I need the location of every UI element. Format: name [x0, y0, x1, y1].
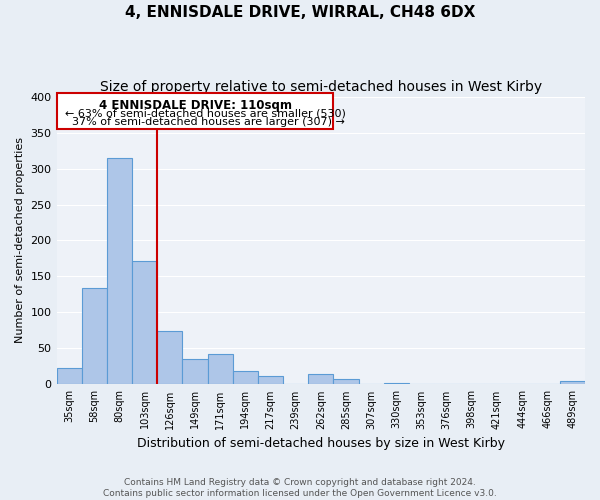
Bar: [334, 380, 359, 384]
Bar: [560, 381, 585, 384]
Bar: [308, 374, 334, 384]
Text: Contains HM Land Registry data © Crown copyright and database right 2024.
Contai: Contains HM Land Registry data © Crown c…: [103, 478, 497, 498]
Bar: [208, 354, 233, 384]
Y-axis label: Number of semi-detached properties: Number of semi-detached properties: [15, 138, 25, 344]
Bar: [258, 376, 283, 384]
Text: 37% of semi-detached houses are larger (307) →: 37% of semi-detached houses are larger (…: [65, 118, 344, 128]
X-axis label: Distribution of semi-detached houses by size in West Kirby: Distribution of semi-detached houses by …: [137, 437, 505, 450]
Bar: [82, 288, 107, 384]
Bar: [182, 358, 208, 384]
Bar: [157, 331, 182, 384]
FancyBboxPatch shape: [57, 93, 334, 129]
Bar: [383, 383, 409, 384]
Text: ← 63% of semi-detached houses are smaller (530): ← 63% of semi-detached houses are smalle…: [65, 109, 346, 119]
Bar: [132, 262, 157, 384]
Bar: [107, 158, 132, 384]
Text: 4, ENNISDALE DRIVE, WIRRAL, CH48 6DX: 4, ENNISDALE DRIVE, WIRRAL, CH48 6DX: [125, 5, 475, 20]
Bar: [56, 368, 82, 384]
Bar: [233, 371, 258, 384]
Text: 4 ENNISDALE DRIVE: 110sqm: 4 ENNISDALE DRIVE: 110sqm: [98, 98, 292, 112]
Title: Size of property relative to semi-detached houses in West Kirby: Size of property relative to semi-detach…: [100, 80, 542, 94]
